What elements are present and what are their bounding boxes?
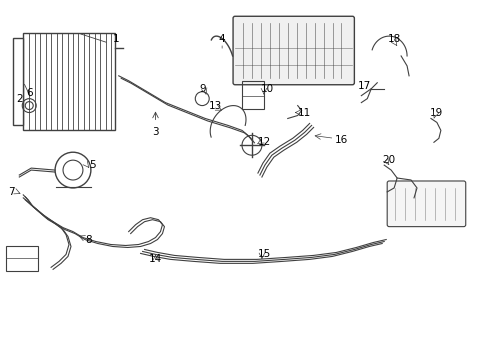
Text: 8: 8 xyxy=(86,234,92,244)
Text: 7: 7 xyxy=(8,187,15,197)
Text: 19: 19 xyxy=(430,108,443,117)
Text: 16: 16 xyxy=(335,135,348,145)
Text: 1: 1 xyxy=(112,34,119,44)
Text: 3: 3 xyxy=(152,127,159,138)
FancyBboxPatch shape xyxy=(387,181,466,227)
Text: 20: 20 xyxy=(383,155,396,165)
Bar xyxy=(6,247,38,271)
Bar xyxy=(242,81,264,109)
Text: 9: 9 xyxy=(199,84,206,94)
Text: 13: 13 xyxy=(209,100,222,111)
Text: 6: 6 xyxy=(26,88,32,98)
Text: 5: 5 xyxy=(90,160,96,170)
Text: 10: 10 xyxy=(261,84,274,94)
Text: 14: 14 xyxy=(149,255,162,264)
Text: 4: 4 xyxy=(219,34,225,44)
Text: 17: 17 xyxy=(358,81,371,91)
Bar xyxy=(23,33,115,130)
Bar xyxy=(13,38,23,125)
Text: 2: 2 xyxy=(16,94,23,104)
Text: 18: 18 xyxy=(388,34,401,44)
Text: 12: 12 xyxy=(258,137,271,147)
Text: 15: 15 xyxy=(258,249,271,260)
Text: 11: 11 xyxy=(298,108,311,117)
FancyBboxPatch shape xyxy=(233,16,354,85)
